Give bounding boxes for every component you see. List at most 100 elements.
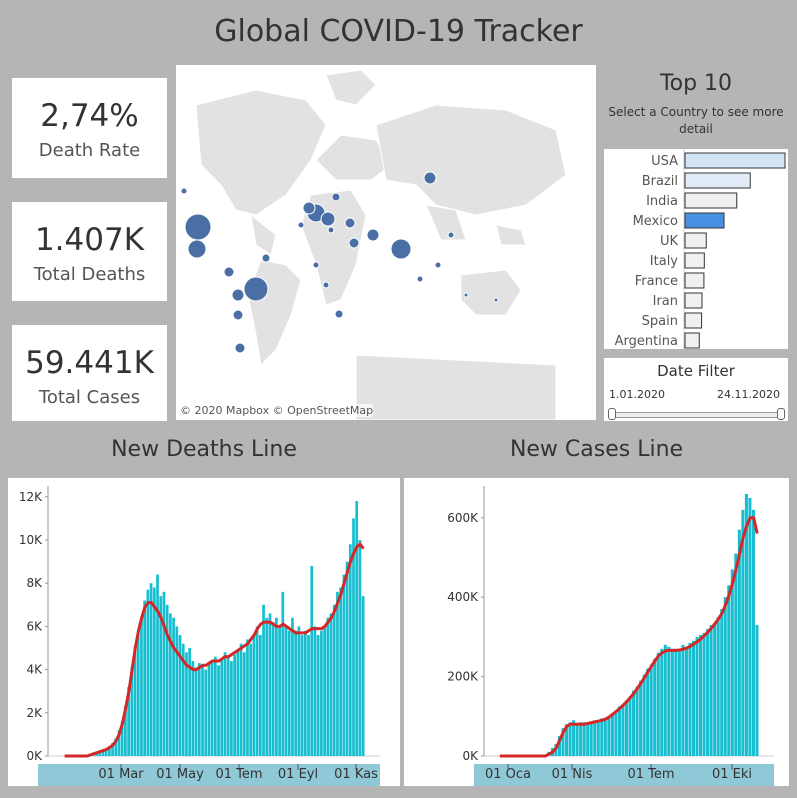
bar[interactable] (667, 646, 671, 756)
bar[interactable] (223, 652, 227, 756)
bar[interactable] (660, 648, 664, 756)
bar[interactable] (275, 617, 278, 756)
bar[interactable] (755, 624, 759, 756)
top10-label[interactable]: India (646, 194, 678, 209)
top10-bar[interactable] (684, 332, 700, 349)
bar[interactable] (214, 656, 217, 756)
bar[interactable] (236, 650, 240, 756)
bar[interactable] (326, 617, 330, 756)
bar[interactable] (169, 613, 172, 756)
date-filter[interactable]: Date Filter 1.01.2020 24.11.2020 (604, 358, 788, 421)
bar[interactable] (230, 660, 233, 756)
top10-bar[interactable] (684, 212, 725, 229)
bar[interactable] (656, 652, 660, 756)
bubble-canada[interactable] (180, 187, 188, 195)
bar[interactable] (188, 648, 192, 756)
date-slider-track[interactable] (610, 412, 784, 418)
cases-chart[interactable]: 0K 200K 400K 600K 01 Oca 01 Nis 01 Tem 01 Eki (404, 478, 789, 786)
bar[interactable] (294, 630, 298, 756)
top10-bar[interactable] (684, 192, 738, 209)
bar[interactable] (589, 722, 593, 756)
bar[interactable] (614, 710, 618, 756)
bar[interactable] (646, 668, 650, 756)
top10-bar[interactable] (684, 312, 703, 329)
bar[interactable] (716, 617, 720, 756)
top10-label[interactable]: France (635, 274, 678, 289)
bar[interactable] (695, 636, 699, 756)
bar[interactable] (278, 626, 281, 756)
bar[interactable] (628, 696, 632, 756)
top10-bar[interactable] (684, 232, 707, 249)
bar[interactable] (133, 645, 137, 756)
bubble-nordic[interactable] (331, 192, 341, 202)
bar[interactable] (691, 640, 696, 756)
bar[interactable] (723, 597, 727, 756)
top10-label[interactable]: UK (660, 234, 679, 249)
bar[interactable] (246, 639, 249, 756)
bar[interactable] (303, 630, 307, 756)
bar[interactable] (358, 540, 362, 756)
bubble-oceania[interactable] (493, 297, 499, 303)
date-slider-handle-end[interactable] (777, 408, 785, 420)
bar[interactable] (300, 635, 304, 756)
bar[interactable] (258, 635, 262, 756)
bar[interactable] (255, 626, 259, 756)
bubble-africa-1[interactable] (312, 261, 320, 269)
bar[interactable] (262, 604, 265, 756)
bar[interactable] (307, 635, 310, 756)
bar[interactable] (734, 553, 738, 757)
bar[interactable] (233, 654, 236, 756)
bar[interactable] (713, 622, 717, 756)
top10-label[interactable]: USA (651, 154, 678, 169)
top10-label[interactable]: Mexico (633, 214, 678, 229)
bubble-usa[interactable] (184, 213, 212, 241)
bar[interactable] (336, 591, 339, 756)
bar[interactable] (107, 747, 111, 756)
bar[interactable] (149, 583, 153, 756)
bar[interactable] (600, 718, 604, 756)
top10-label[interactable]: Iran (653, 294, 678, 309)
bar[interactable] (127, 686, 130, 756)
bar[interactable] (720, 609, 724, 756)
bar[interactable] (297, 626, 301, 756)
bar[interactable] (111, 743, 114, 756)
bar[interactable] (361, 596, 365, 756)
bubble-peru[interactable] (232, 309, 244, 321)
bar[interactable] (104, 749, 108, 756)
top10-bar[interactable] (684, 152, 786, 169)
bar[interactable] (239, 643, 243, 756)
bar[interactable] (748, 497, 752, 756)
deaths-chart[interactable]: 0K 2K 4K 6K 8K 10K 12K 01 Mar 01 May 01 Tem 01 Eyl… (8, 478, 400, 786)
bar[interactable] (284, 626, 288, 756)
bubble-balkans[interactable] (327, 226, 335, 234)
bar[interactable] (741, 509, 745, 756)
top10-label[interactable]: Argentina (615, 334, 678, 349)
date-slider-handle-start[interactable] (608, 408, 616, 420)
bar[interactable] (621, 704, 625, 756)
bar[interactable] (642, 674, 646, 756)
world-map[interactable]: © 2020 Mapbox © OpenStreetMap (176, 65, 596, 420)
bar[interactable] (339, 587, 343, 756)
bar[interactable] (226, 656, 230, 756)
bar[interactable] (320, 630, 323, 756)
bar[interactable] (117, 730, 121, 756)
bar[interactable] (265, 617, 269, 756)
bar[interactable] (181, 643, 185, 756)
bubble-turkey[interactable] (348, 237, 360, 249)
bubble-asia-2[interactable] (447, 231, 455, 239)
bar[interactable] (291, 617, 294, 756)
bar[interactable] (593, 720, 597, 756)
bar[interactable] (624, 700, 628, 756)
bubble-mexico[interactable] (187, 239, 207, 259)
bar[interactable] (281, 591, 285, 756)
moving-average-line[interactable] (499, 516, 759, 758)
bar[interactable] (143, 600, 147, 756)
bar[interactable] (730, 569, 734, 756)
bar[interactable] (130, 667, 134, 756)
bubble-russia[interactable] (423, 171, 437, 185)
top10-label[interactable]: Italy (650, 254, 679, 269)
bar[interactable] (185, 652, 188, 756)
bubble-south-africa[interactable] (334, 309, 344, 319)
bar[interactable] (210, 660, 214, 756)
bar[interactable] (217, 665, 220, 756)
